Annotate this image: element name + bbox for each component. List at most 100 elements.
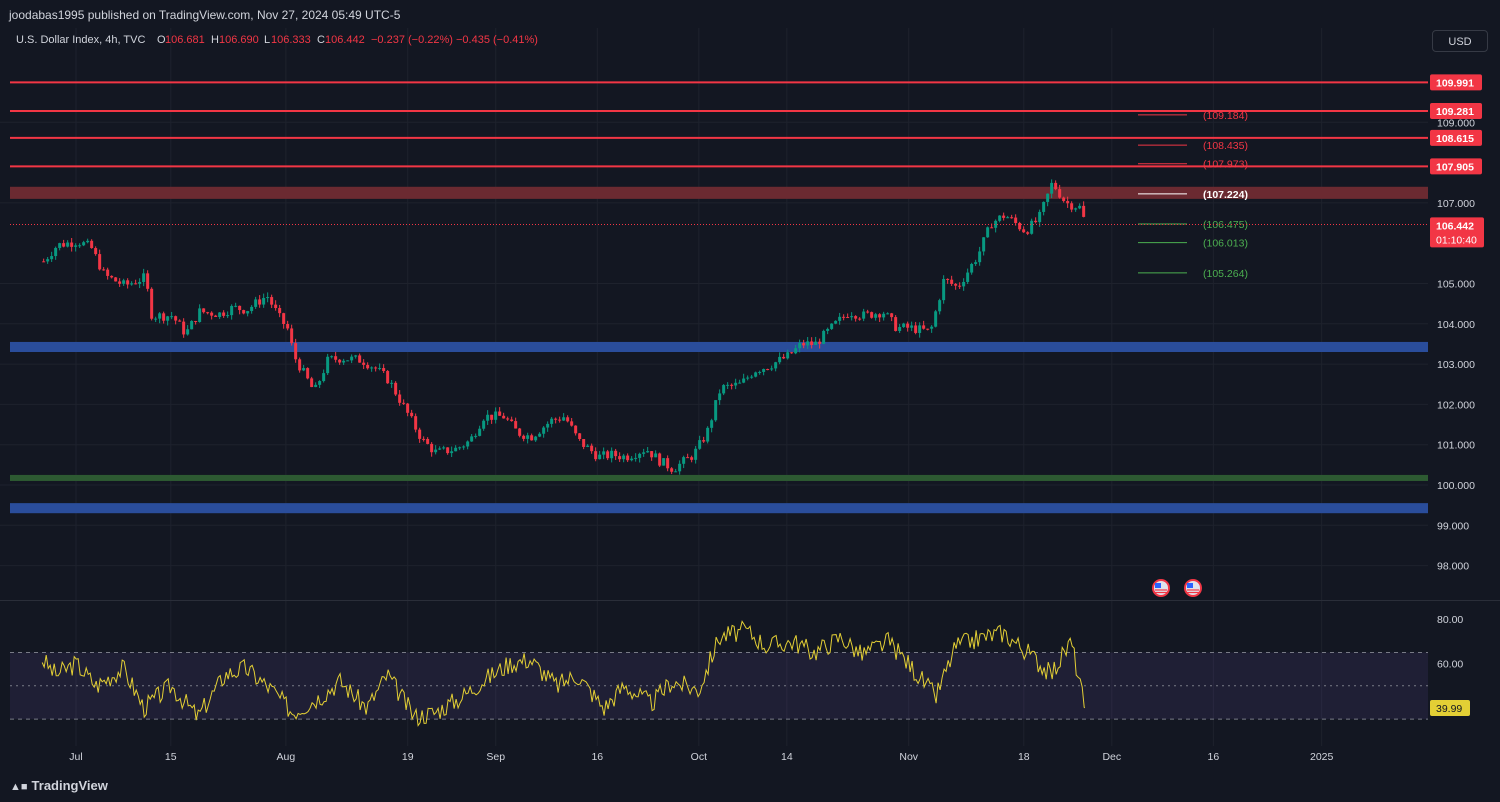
candle-body [734, 382, 738, 386]
candle-body [742, 378, 746, 383]
candle-body [226, 315, 230, 317]
candle-body [798, 343, 802, 349]
change-value-2: −0.435 (−0.41%) [456, 34, 538, 46]
candle-body [450, 451, 454, 454]
price-labels: 109.991 109.281 108.615 107.905 106.442 01:10… [1430, 74, 1484, 248]
candle-body [366, 364, 370, 369]
candle-body [210, 312, 214, 316]
time-tick-label: Aug [277, 751, 296, 763]
candle-body [662, 458, 666, 466]
price-tick-label: 103.000 [1437, 359, 1475, 371]
time-tick-label: 16 [1208, 751, 1220, 763]
candle-body [98, 254, 102, 270]
tradingview-logo[interactable]: ▲■ TradingView [10, 778, 108, 793]
candle-body [86, 240, 90, 243]
candle-body [454, 447, 458, 452]
candle-body [690, 457, 694, 460]
candle-body [446, 447, 450, 454]
fib-label: (106.475) [1203, 219, 1248, 231]
candle-body [990, 227, 994, 229]
candle-body [950, 279, 954, 284]
ohlc-legend: U.S. Dollar Index, 4h, TVC O 106.681 H 1… [16, 34, 538, 46]
candle-body [1026, 232, 1030, 234]
candle-body [502, 415, 506, 419]
candle-body [802, 343, 806, 346]
candle-body [890, 313, 894, 318]
candle-body [634, 457, 638, 459]
candle-body [150, 288, 154, 319]
candle-body [578, 433, 582, 440]
candle-body [350, 356, 354, 361]
candle-body [830, 323, 834, 329]
price-tick-label: 99.000 [1437, 520, 1469, 532]
candle-body [1050, 182, 1054, 194]
candle-body [710, 420, 714, 428]
candle-body [966, 272, 970, 282]
time-tick-label: 16 [591, 751, 603, 763]
open-prefix: O [157, 34, 166, 46]
candle-body [566, 417, 570, 422]
candle-body [342, 360, 346, 363]
us-flag-icon[interactable] [1184, 579, 1202, 597]
candle-body [46, 259, 50, 262]
candle-body [94, 248, 98, 255]
price-tick-label: 105.000 [1437, 279, 1475, 291]
candle-body [574, 425, 578, 434]
candle-body [370, 367, 374, 369]
candle-body [406, 403, 410, 413]
candle-body [778, 356, 782, 363]
candle-body [474, 435, 478, 437]
candle-body [62, 243, 66, 247]
fib-label: (108.435) [1203, 140, 1248, 152]
candle-body [162, 313, 166, 321]
candle-body [394, 382, 398, 395]
candle-body [842, 316, 846, 318]
candle-body [1034, 220, 1038, 223]
candle-body [1074, 208, 1078, 210]
candle-body [310, 378, 314, 388]
candle-body [994, 220, 998, 228]
candle-body [374, 367, 378, 369]
candle-body [882, 313, 886, 318]
time-tick-label: Sep [486, 751, 505, 763]
candle-body [1010, 217, 1014, 219]
candle-body [54, 247, 58, 257]
currency-button[interactable]: USD [1432, 30, 1488, 52]
candle-body [534, 436, 538, 441]
candle-body [422, 438, 426, 440]
chart-area[interactable]: (109.184) (108.435) (107.973) (107.224) (106… [0, 28, 1500, 770]
candle-body [1022, 229, 1026, 233]
time-tick-label: 15 [165, 751, 177, 763]
candle-body [118, 281, 122, 284]
us-flag-icon[interactable] [1152, 579, 1170, 597]
price-tick-label: 100.000 [1437, 480, 1475, 492]
candle-body [906, 323, 910, 328]
candle-body [878, 314, 882, 318]
candle-body [918, 325, 922, 333]
candlesticks [42, 179, 1086, 475]
candle-body [182, 321, 186, 335]
candle-body [610, 450, 614, 459]
candle-body [770, 368, 774, 370]
candle-body [514, 421, 518, 429]
candle-body [306, 368, 310, 379]
candle-body [214, 315, 218, 317]
candle-body [414, 416, 418, 430]
candle-body [1066, 201, 1070, 204]
candle-body [470, 436, 474, 442]
candle-body [258, 299, 262, 305]
candle-body [430, 443, 434, 453]
candle-body [494, 411, 498, 420]
candle-body [694, 448, 698, 460]
candle-body [206, 312, 210, 314]
candle-body [170, 316, 174, 318]
candle-body [670, 468, 674, 472]
candle-body [1018, 223, 1022, 230]
candle-body [622, 455, 626, 460]
candle-body [254, 299, 258, 307]
candle-body [142, 273, 146, 282]
candle-body [90, 240, 94, 249]
candle-body [250, 306, 254, 312]
candle-body [774, 362, 778, 369]
published-caption: joodabas1995 published on TradingView.co… [9, 8, 401, 22]
